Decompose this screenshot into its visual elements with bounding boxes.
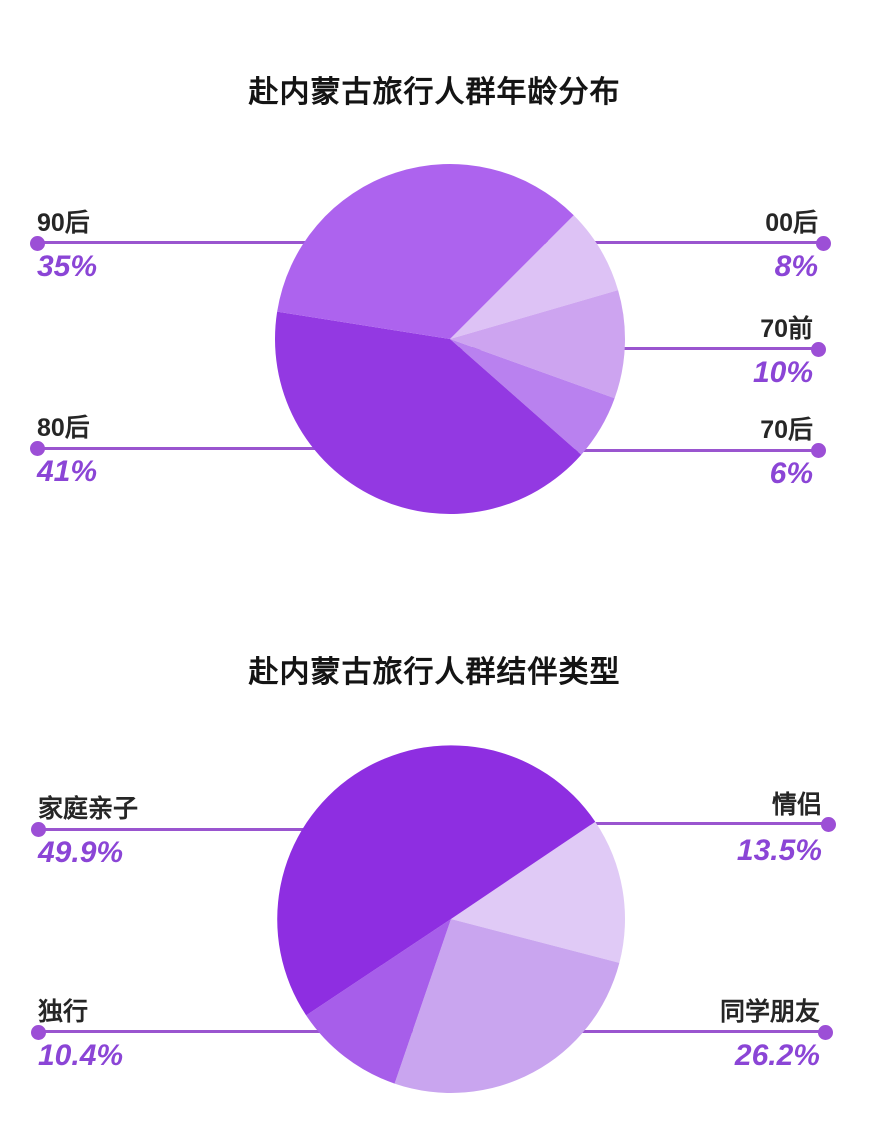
callout-solo-value: 10.4% — [38, 1039, 124, 1072]
callout-70s-value: 6% — [769, 457, 813, 490]
callout-couple-dot — [821, 817, 836, 832]
pie-1 — [277, 745, 625, 1094]
pie-slice — [450, 339, 615, 455]
callout-00s-label: 00后 — [765, 209, 818, 237]
companion-chart-title: 赴内蒙古旅行人群结伴类型 — [248, 655, 621, 689]
pie-slice — [306, 919, 451, 1084]
callout-70s-line — [448, 449, 818, 452]
callout-pre70s-line — [448, 347, 818, 350]
callout-00s-dot — [816, 236, 831, 251]
callout-80s-line — [37, 447, 457, 450]
callout-friends-value: 26.2% — [734, 1039, 820, 1072]
callout-friends-dot — [818, 1025, 833, 1040]
callout-couple-value: 13.5% — [736, 834, 822, 867]
pie-slice — [277, 745, 596, 1016]
age-chart-title: 赴内蒙古旅行人群年龄分布 — [248, 75, 621, 109]
pie-0 — [274, 164, 625, 515]
callout-70s-dot — [811, 443, 826, 458]
callout-90s-value: 35% — [37, 250, 98, 283]
pie-slice — [451, 821, 625, 963]
pie-slice — [274, 311, 582, 515]
callout-70s-label: 70后 — [760, 416, 813, 444]
callout-pre70s-dot — [811, 342, 826, 357]
callout-friends-label: 同学朋友 — [719, 998, 820, 1026]
pie-slice — [277, 164, 574, 339]
callout-00s-line — [448, 241, 823, 244]
callout-family-dot — [31, 822, 46, 837]
callout-friends-line — [448, 1030, 825, 1033]
callout-solo-label: 独行 — [38, 998, 89, 1026]
callout-family-value: 49.9% — [38, 836, 124, 869]
callout-80s-dot — [30, 441, 45, 456]
callout-family-label: 家庭亲子 — [38, 795, 139, 823]
callout-00s-value: 8% — [774, 250, 818, 283]
callout-80s-label: 80后 — [37, 414, 90, 442]
callout-couple-line — [448, 822, 828, 825]
callout-pre70s-value: 10% — [752, 356, 813, 389]
callout-couple-label: 情侣 — [771, 791, 822, 819]
callout-pre70s-label: 70前 — [760, 315, 813, 343]
callout-solo-dot — [31, 1025, 46, 1040]
callout-90s-dot — [30, 236, 45, 251]
callout-solo-line — [38, 1030, 458, 1033]
callout-80s-value: 41% — [37, 455, 98, 488]
callout-90s-line — [37, 241, 457, 244]
callout-90s-label: 90后 — [37, 209, 90, 237]
pie-slice — [394, 919, 620, 1094]
callout-family-line — [38, 828, 458, 831]
